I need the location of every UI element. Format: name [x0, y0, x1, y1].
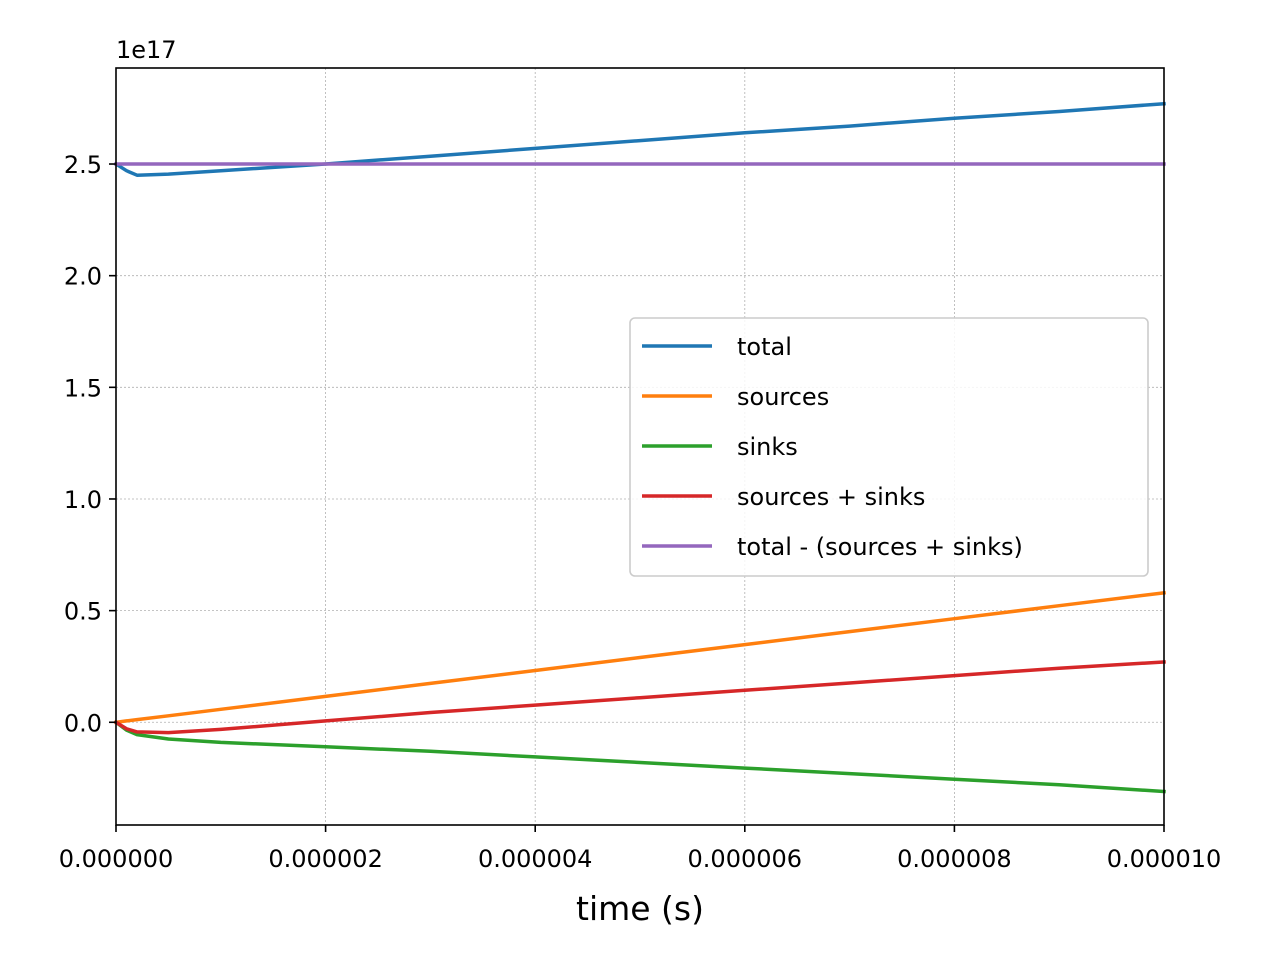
x-tick-label: 0.000000 [59, 845, 174, 873]
y-axis-ticks: 0.0 0.5 1.0 1.5 2.0 2.5 [64, 151, 116, 737]
legend-label: total [737, 333, 792, 361]
y-offset-label: 1e17 [116, 36, 177, 64]
y-tick-label: 2.0 [64, 263, 102, 291]
x-tick-label: 0.000006 [688, 845, 803, 873]
x-tick-label: 0.000002 [268, 845, 383, 873]
x-axis-ticks: 0.000000 0.000002 0.000004 0.000006 0.000008… [59, 825, 1222, 873]
series-line-0 [113, 101, 1166, 177]
series-line-3 [113, 660, 1166, 735]
y-tick-label: 1.5 [64, 374, 102, 402]
legend-label: sinks [737, 433, 798, 461]
legend: total sources sinks sources + sinks total - … [629, 317, 1149, 577]
x-tick-label: 0.000008 [897, 845, 1012, 873]
x-tick-label: 0.000010 [1107, 845, 1222, 873]
series-line-1 [114, 590, 1166, 725]
axes-frame [115, 67, 1165, 826]
legend-label: sources + sinks [737, 483, 925, 511]
y-tick-label: 1.0 [64, 486, 102, 514]
legend-label: total - (sources + sinks) [737, 533, 1023, 561]
series-lines [113, 101, 1166, 794]
legend-box [629, 317, 1149, 577]
y-tick-label: 2.5 [64, 151, 102, 179]
series-line-2 [113, 719, 1166, 794]
x-tick-label: 0.000004 [478, 845, 593, 873]
y-tick-label: 0.0 [64, 709, 102, 737]
legend-label: sources [737, 383, 829, 411]
y-tick-label: 0.5 [64, 598, 102, 626]
x-axis-label: time (s) [576, 889, 704, 928]
